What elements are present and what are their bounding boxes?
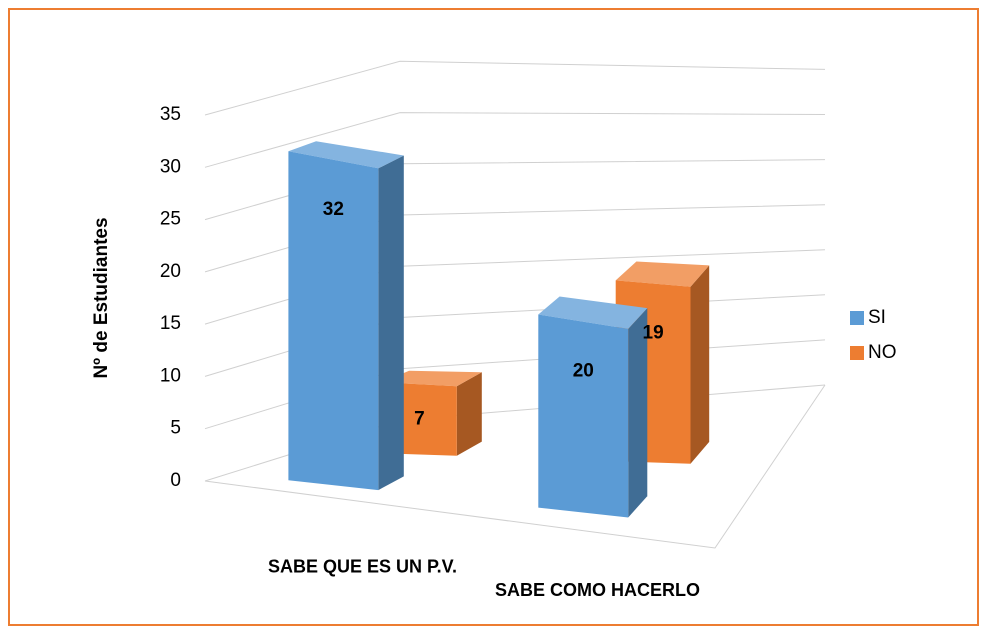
bar-front [288,151,379,491]
bar-side [378,155,404,491]
bar-top [382,370,482,387]
labels: 0 5 10 15 20 25 30 35 7 19 32 20 SABE QUE ES UN P.V.… [160,104,897,600]
y-tick-label: 20 [160,261,181,282]
y-tick-label: 15 [160,313,181,334]
y-tick-label: 5 [170,418,181,439]
bars [288,141,710,518]
bar-top [615,261,710,287]
bar-front [538,314,629,518]
x-tick-label: SABE QUE ES UN P.V. [268,557,457,577]
data-label: 20 [573,361,594,382]
bar-top [538,296,648,329]
y-tick-label: 35 [160,104,181,125]
bar [288,141,404,491]
bar-top [288,141,404,169]
bar-side [690,265,710,464]
y-tick-label: 30 [160,156,181,177]
data-label: 19 [643,323,664,344]
floor-edge [204,384,826,549]
x-tick-label: SABE COMO HACERLO [495,580,700,600]
y-tick-label: 0 [170,470,181,491]
grid-line [204,112,826,168]
legend-label: NO [868,342,897,363]
y-axis-label: Nº de Estudiantes [91,217,112,378]
bar-side [456,372,482,456]
chart-frame [8,8,979,626]
legend-label: SI [868,307,886,328]
y-tick-label: 25 [160,209,181,230]
bar-side [628,308,648,518]
data-label: 7 [414,408,425,429]
grid-line [204,60,826,116]
bar [538,296,648,518]
legend-swatch [850,311,864,325]
data-label: 32 [323,199,344,220]
legend-swatch [850,346,864,360]
y-tick-label: 10 [160,365,181,386]
